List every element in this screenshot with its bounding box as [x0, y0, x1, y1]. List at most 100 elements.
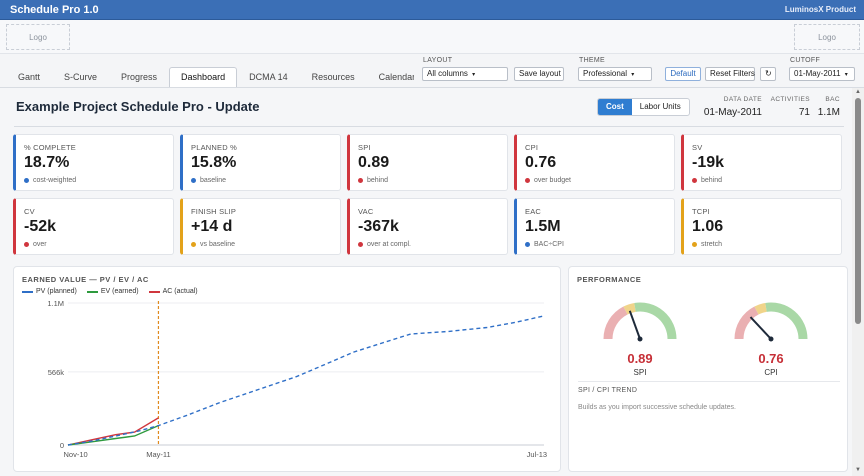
- kpi-sub: BAC÷CPI: [525, 241, 564, 248]
- trend-divider: [578, 381, 840, 382]
- trend-title: SPI / CPI TREND: [578, 387, 638, 394]
- kpi-card-spi: SPI 0.89 behind: [347, 134, 508, 191]
- toggle-cost[interactable]: Cost: [598, 99, 632, 115]
- caret-down-icon: ▾: [472, 72, 476, 78]
- gauge-hub: [768, 336, 774, 342]
- cpi-gauge-value: 0.76: [758, 351, 784, 366]
- kpi-sub-text: baseline: [200, 177, 227, 184]
- data-date-value: 01-May-2011: [703, 107, 762, 118]
- page-title: Example Project Schedule Pro - Update: [16, 99, 260, 114]
- kpi-card-planned: PLANNED % 15.8% baseline: [180, 134, 341, 191]
- bac-label: BAC: [825, 96, 840, 103]
- scroll-thumb[interactable]: [855, 98, 861, 324]
- bac-value: 1.1M: [817, 107, 840, 118]
- header-divider: [14, 126, 844, 127]
- earned-value-chart: 0 566k 1.1M Nov-10 May-11 Jul-13: [47, 299, 547, 459]
- status-dot: [24, 242, 29, 247]
- title-bar: Schedule Pro 1.0 LuminosX Product: [0, 0, 864, 20]
- tab-resources[interactable]: Resources: [311, 72, 355, 82]
- kpi-sub: over budget: [525, 177, 571, 184]
- legend-item: EV (earned): [86, 288, 139, 295]
- gauge-needle: [628, 310, 641, 340]
- kpi-card-finish-slip: FINISH SLIP +14 d vs baseline: [180, 198, 341, 255]
- tab-dashboard[interactable]: Dashboard: [169, 67, 238, 87]
- status-dot: [24, 178, 29, 183]
- data-date-meta: DATA DATE 01-May-2011: [700, 96, 762, 118]
- kpi-sub-text: stretch: [701, 241, 723, 248]
- tab-progress[interactable]: Progress: [121, 72, 158, 82]
- kpi-sub: behind: [692, 177, 722, 184]
- reset-filters-button[interactable]: Reset Filters: [705, 67, 755, 81]
- tab-strip: Gantt S-Curve Progress Dashboard DCMA 14 Reso…: [6, 67, 414, 87]
- gauge-band: [734, 306, 759, 340]
- kpi-value: +14 d: [191, 218, 233, 235]
- gauge-band: [754, 302, 767, 315]
- dashboard-main: Example Project Schedule Pro - Update Co…: [0, 88, 852, 476]
- refresh-icon[interactable]: ↻: [760, 67, 776, 81]
- kpi-sub: behind: [358, 177, 388, 184]
- series-line-ac: [67, 417, 159, 446]
- activities-label: ACTIVITIES: [770, 96, 810, 103]
- kpi-value: 1.5M: [525, 218, 561, 235]
- tab-s-curve[interactable]: S-Curve: [64, 72, 98, 82]
- kpi-card-cpi: CPI 0.76 over budget: [514, 134, 675, 191]
- status-dot: [191, 178, 196, 183]
- cutoff-select-value: 01-May-2011: [794, 69, 841, 78]
- cutoff-label: CUTOFF: [790, 57, 821, 64]
- gauge-hub: [637, 336, 643, 342]
- status-dot: [358, 178, 363, 183]
- scroll-down-icon[interactable]: ▼: [855, 467, 861, 473]
- cutoff-select[interactable]: 01-May-2011 ▾: [789, 67, 855, 81]
- theme-select[interactable]: Professional ▾: [578, 67, 652, 81]
- kpi-sub: baseline: [191, 177, 226, 184]
- scroll-up-icon[interactable]: ▲: [855, 89, 861, 95]
- gauge-band: [765, 302, 808, 340]
- app-title: Schedule Pro 1.0: [10, 3, 99, 16]
- layout-select[interactable]: All columns ▾: [422, 67, 508, 81]
- gauge-needle: [749, 316, 772, 340]
- default-button[interactable]: Default: [665, 67, 701, 81]
- kpi-value: -367k: [358, 218, 399, 235]
- y-tick-label: 1.1M: [47, 299, 64, 308]
- kpi-sub-text: behind: [367, 177, 389, 184]
- kpi-label: % COMPLETE: [24, 143, 77, 152]
- legend-swatch: [22, 290, 33, 293]
- status-dot: [692, 178, 697, 183]
- legend-item: AC (actual): [148, 288, 198, 295]
- kpi-label: FINISH SLIP: [191, 207, 237, 216]
- tab-calendars[interactable]: Calendars: [378, 72, 414, 82]
- kpi-value: 1.06: [692, 218, 724, 235]
- kpi-card-eac: EAC 1.5M BAC÷CPI: [514, 198, 675, 255]
- x-tick-label: Jul-13: [527, 450, 547, 459]
- kpi-sub: over at compl.: [358, 241, 411, 248]
- status-dot: [525, 178, 530, 183]
- kpi-card-cv: CV -52k over: [13, 198, 174, 255]
- gauge-band: [623, 302, 636, 315]
- tab-dcma-14[interactable]: DCMA 14: [249, 72, 288, 82]
- toggle-labor-units[interactable]: Labor Units: [639, 102, 681, 111]
- y-tick-label: 0: [60, 441, 64, 450]
- legend-swatch: [86, 290, 98, 293]
- status-dot: [191, 242, 196, 247]
- chart-legend: PV (planned) EV (earned) AC (actual): [22, 288, 198, 295]
- save-layout-button[interactable]: Save layout: [514, 67, 564, 81]
- kpi-card-complete: % COMPLETE 18.7% cost-weighted: [13, 134, 174, 191]
- gauge-band: [603, 306, 628, 340]
- performance-panel: PERFORMANCE 0.89 SPI 0.76 CPI SPI / CPI …: [568, 266, 848, 472]
- toolbar: Gantt S-Curve Progress Dashboard DCMA 14 Reso…: [0, 54, 864, 88]
- data-date-label: DATA DATE: [723, 96, 762, 103]
- tab-gantt[interactable]: Gantt: [18, 72, 41, 82]
- kpi-label: CV: [24, 207, 35, 216]
- kpi-label: SV: [692, 143, 703, 152]
- gauges-svg: [603, 302, 808, 342]
- vertical-scrollbar[interactable]: ▲ ▼: [852, 88, 864, 476]
- performance-title: PERFORMANCE: [577, 275, 642, 284]
- activities-meta: ACTIVITIES 71: [768, 96, 810, 118]
- kpi-card-tcpi: TCPI 1.06 stretch: [681, 198, 842, 255]
- bac-meta: BAC 1.1M: [814, 96, 840, 118]
- logo-left: Logo: [6, 24, 70, 50]
- kpi-sub: cost-weighted: [24, 177, 76, 184]
- logo-right: Logo: [794, 24, 860, 50]
- unit-toggle: Cost Labor Units: [597, 98, 690, 116]
- legend-label: AC (actual): [162, 288, 198, 295]
